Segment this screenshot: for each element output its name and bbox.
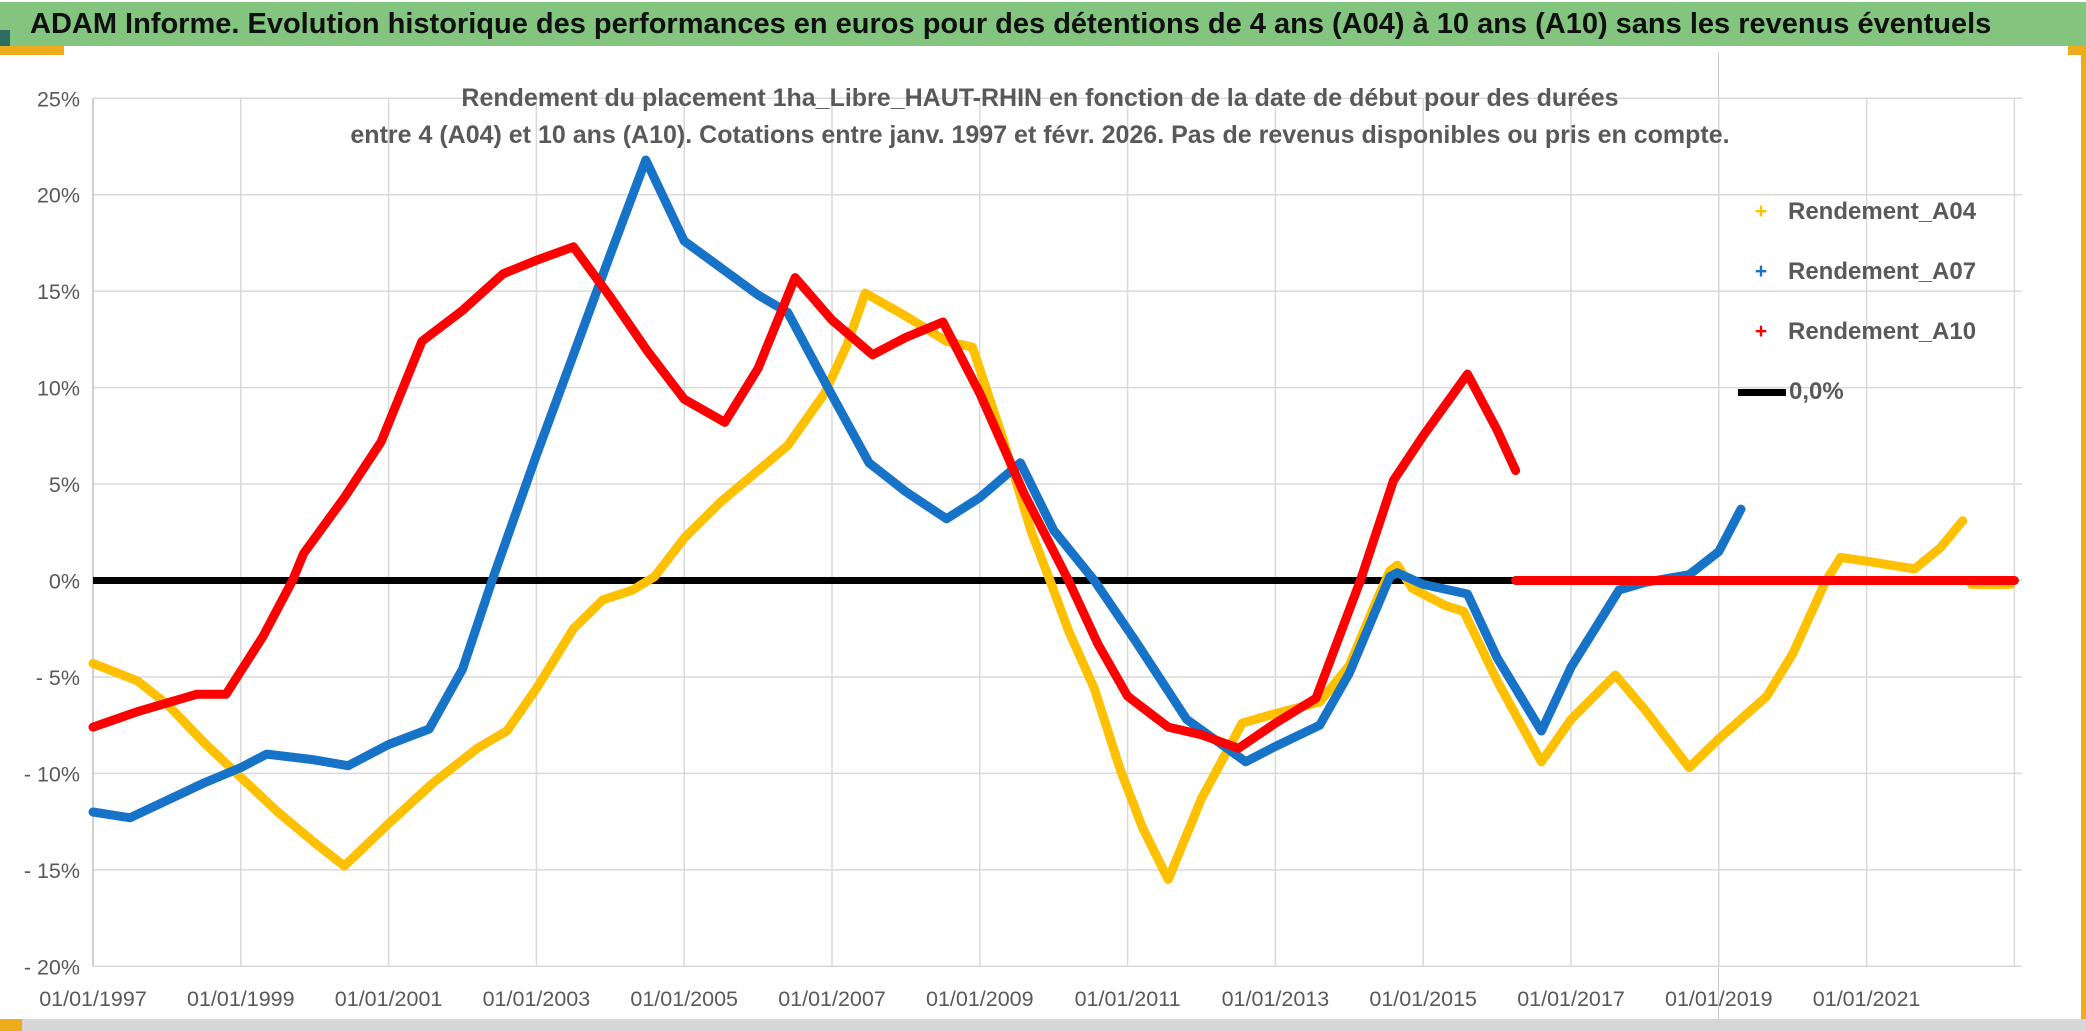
legend-item-zero-line[interactable]: 0,0% bbox=[1728, 362, 1976, 422]
chart-title: Rendement du placement 1ha_Libre_HAUT-RH… bbox=[250, 80, 1830, 154]
plus-marker-icon: + bbox=[1754, 200, 1768, 223]
legend-item-a04[interactable]: + Rendement_A04 bbox=[1728, 182, 1976, 242]
gold-strip-right bbox=[2068, 46, 2086, 55]
window-title-bar: ADAM Informe. Evolution historique des p… bbox=[0, 2, 2086, 46]
x-tick-label: 01/01/2019 bbox=[1665, 987, 1773, 1011]
x-tick-label: 01/01/2005 bbox=[630, 987, 738, 1011]
x-tick-label: 01/01/1997 bbox=[39, 987, 147, 1011]
window-title: ADAM Informe. Evolution historique des p… bbox=[30, 7, 1992, 40]
x-tick-label: 01/01/2007 bbox=[778, 987, 886, 1011]
teal-corner-decoration bbox=[0, 30, 10, 55]
y-tick-label: 5% bbox=[49, 473, 80, 497]
plus-marker-icon: + bbox=[1754, 320, 1768, 343]
x-tick-label: 01/01/2001 bbox=[335, 987, 443, 1011]
x-tick-label: 01/01/1999 bbox=[187, 987, 295, 1011]
y-tick-label: 15% bbox=[37, 280, 80, 304]
x-tick-label: 01/01/2017 bbox=[1517, 987, 1625, 1011]
legend-label: 0,0% bbox=[1789, 378, 1844, 405]
legend-label: Rendement_A07 bbox=[1788, 258, 1977, 285]
chart-title-line1: Rendement du placement 1ha_Libre_HAUT-RH… bbox=[461, 84, 1619, 112]
x-tick-label: 01/01/2021 bbox=[1813, 987, 1921, 1011]
legend-label: Rendement_A04 bbox=[1788, 198, 1977, 225]
y-tick-label: - 20% bbox=[24, 955, 80, 979]
bottom-window-edge bbox=[0, 1019, 2086, 1031]
x-tick-label: 01/01/2009 bbox=[926, 987, 1034, 1011]
x-tick-label: 01/01/2003 bbox=[483, 987, 591, 1011]
chart-legend: + Rendement_A04 + Rendement_A07 + Rendem… bbox=[1728, 182, 1976, 422]
gold-corner-bottom-left bbox=[0, 1019, 22, 1031]
series-line-Rendement_A04 bbox=[88, 288, 1968, 884]
plus-marker-icon: + bbox=[1754, 260, 1768, 283]
legend-item-a07[interactable]: + Rendement_A07 bbox=[1728, 242, 1976, 302]
legend-label: Rendement_A10 bbox=[1788, 318, 1977, 345]
y-tick-label: 20% bbox=[37, 184, 80, 208]
y-tick-label: 25% bbox=[37, 87, 80, 111]
y-tick-label: - 15% bbox=[24, 859, 80, 883]
series-line-Rendement_A10 bbox=[88, 242, 1521, 753]
x-tick-label: 01/01/2011 bbox=[1075, 987, 1181, 1011]
x-tick-label: 01/01/2013 bbox=[1222, 987, 1330, 1011]
zero-line-swatch-icon bbox=[1738, 388, 1786, 396]
chart-title-line2: entre 4 (A04) et 10 ans (A10). Cotations… bbox=[350, 121, 1730, 149]
y-tick-label: - 5% bbox=[36, 666, 80, 690]
y-tick-label: 0% bbox=[49, 570, 80, 594]
x-tick-label: 01/01/2015 bbox=[1369, 987, 1477, 1011]
y-tick-label: 10% bbox=[37, 377, 80, 401]
series-line-Rendement_A07 bbox=[88, 155, 1746, 823]
y-tick-label: - 10% bbox=[24, 762, 80, 786]
gold-border-right bbox=[2081, 52, 2086, 1019]
gold-strip-left bbox=[0, 46, 64, 55]
legend-item-a10[interactable]: + Rendement_A10 bbox=[1728, 302, 1976, 362]
